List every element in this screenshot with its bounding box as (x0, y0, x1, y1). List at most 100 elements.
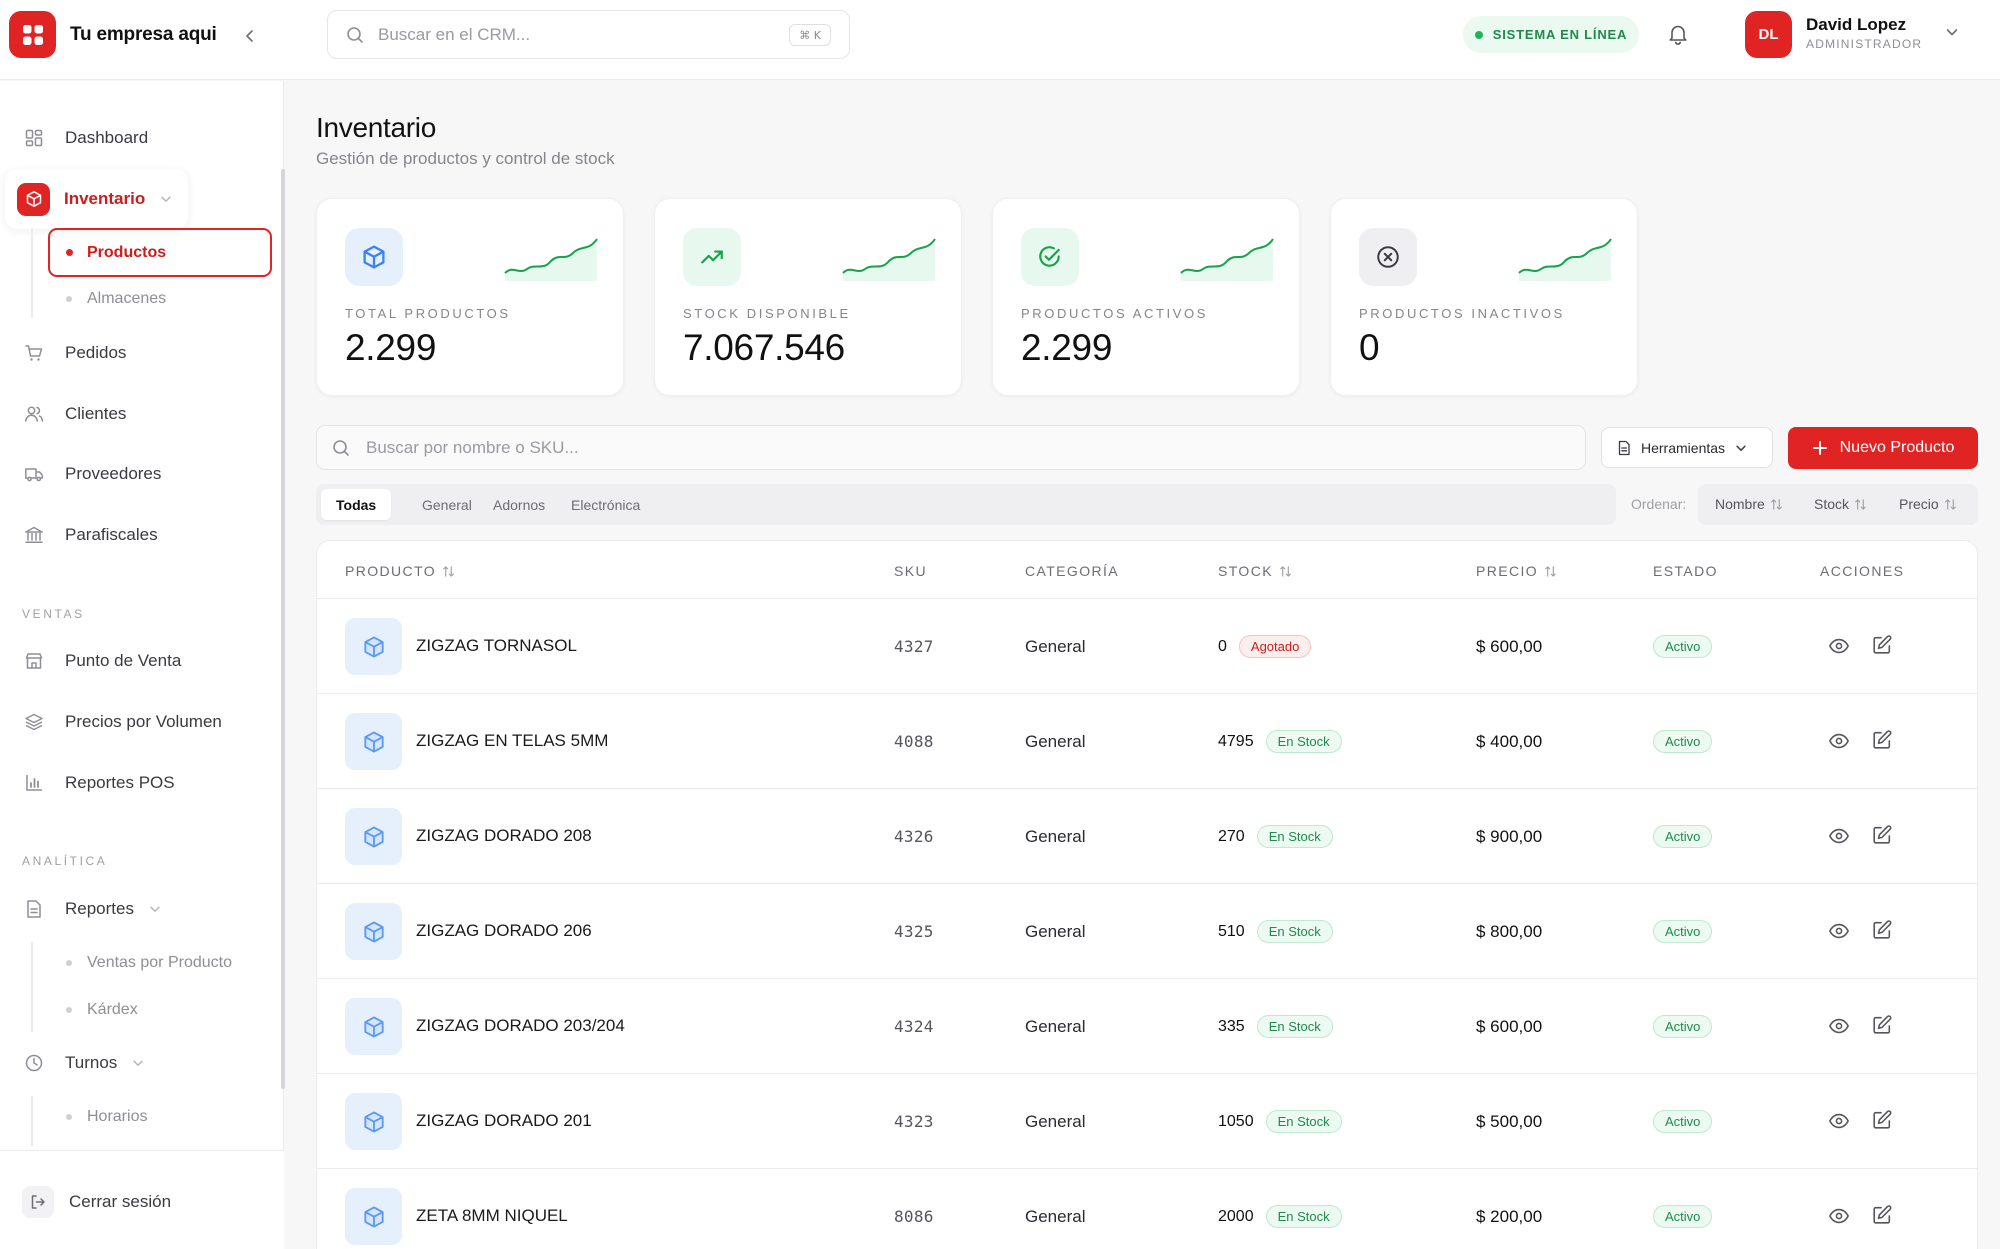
table-row[interactable]: ZETA 8MM NIQUEL 8086 General 2000 En Stock $ … (317, 1168, 1977, 1249)
sidebar-subitem-ventas-por-producto[interactable]: Ventas por Producto (66, 954, 232, 972)
edit-product-button[interactable] (1871, 1204, 1895, 1228)
view-product-button[interactable] (1828, 635, 1852, 659)
sidebar-item-parafiscales[interactable]: Parafiscales (16, 511, 158, 559)
system-status-badge: SISTEMA EN LÍNEA (1463, 16, 1639, 53)
table-row[interactable]: ZIGZAG DORADO 208 4326 General 270 En Stock $… (317, 788, 1977, 883)
filter-tab-todas[interactable]: Todas (321, 489, 392, 520)
tools-dropdown-button[interactable]: Herramientas (1601, 427, 1773, 468)
sidebar-scrollbar[interactable] (281, 169, 285, 1089)
sidebar-subitem-horarios[interactable]: Horarios (66, 1108, 147, 1126)
table-row[interactable]: ZIGZAG TORNASOL 4327 General 0 Agotado $ 600,… (317, 598, 1977, 693)
column-header-label: STOCK (1218, 563, 1273, 579)
bullet-icon (66, 1007, 72, 1013)
logout-icon (31, 1195, 45, 1209)
edit-icon (1873, 730, 1892, 749)
sort-arrows-icon (1770, 498, 1782, 510)
table-row[interactable]: ZIGZAG DORADO 206 4325 General 510 En Stock $… (317, 883, 1977, 978)
column-header-producto[interactable]: PRODUCTO (345, 563, 455, 579)
stat-label: PRODUCTOS ACTIVOS (1021, 306, 1208, 321)
product-name[interactable]: ZIGZAG DORADO 201 (416, 1111, 592, 1130)
edit-product-button[interactable] (1871, 1014, 1895, 1038)
sidebar-subitem-kardex[interactable]: Kárdex (66, 1001, 138, 1019)
sidebar-item-proveedores[interactable]: Proveedores (16, 450, 161, 498)
bullet-icon (66, 249, 73, 256)
sidebar-item-reportes-pos[interactable]: Reportes POS (16, 759, 175, 807)
table-row[interactable]: ZIGZAG EN TELAS 5MM 4088 General 4795 En Sto… (317, 693, 1977, 788)
notifications-button[interactable] (1664, 20, 1692, 48)
view-product-button[interactable] (1828, 1015, 1852, 1039)
sidebar-subitem-almacenes[interactable]: Almacenes (66, 290, 166, 308)
column-header-precio[interactable]: PRECIO (1476, 563, 1557, 579)
app-logo[interactable] (9, 11, 56, 58)
new-product-button[interactable]: Nuevo Producto (1788, 427, 1978, 469)
sort-by-precio[interactable]: Precio (1899, 496, 1957, 512)
edit-product-button[interactable] (1871, 824, 1895, 848)
stat-card-productos-activos: PRODUCTOS ACTIVOS 2.299 (992, 198, 1300, 396)
edit-product-button[interactable] (1871, 634, 1895, 658)
filter-tab-electronica[interactable]: Electrónica (571, 496, 641, 513)
filter-tab-general[interactable]: General (422, 496, 472, 513)
status-badge: Activo (1653, 730, 1713, 753)
stock-quantity: 0 (1218, 637, 1227, 655)
sidebar-item-clientes[interactable]: Clientes (16, 390, 126, 438)
column-header-label: PRECIO (1476, 563, 1539, 579)
sidebar-item-punto-de-venta[interactable]: Punto de Venta (16, 637, 181, 685)
status-badge: Activo (1653, 920, 1713, 943)
eye-icon (1829, 733, 1849, 749)
logout-button[interactable]: Cerrar sesión (22, 1186, 171, 1218)
global-search-input[interactable] (378, 24, 758, 45)
view-product-button[interactable] (1828, 730, 1852, 754)
sidebar-item-label: Proveedores (65, 464, 162, 483)
stat-label: PRODUCTOS INACTIVOS (1359, 306, 1565, 321)
edit-product-button[interactable] (1871, 729, 1895, 753)
product-name[interactable]: ZIGZAG TORNASOL (416, 636, 577, 655)
view-product-button[interactable] (1828, 1110, 1852, 1134)
sidebar-item-label: Reportes POS (65, 773, 175, 792)
edit-icon (1873, 1110, 1892, 1129)
status-badge: Activo (1653, 1110, 1713, 1133)
box-icon (363, 1110, 384, 1133)
product-name[interactable]: ZIGZAG EN TELAS 5MM (416, 731, 609, 750)
sidebar-item-pedidos[interactable]: Pedidos (16, 329, 126, 377)
file-text-icon (27, 900, 41, 918)
sort-option-label: Precio (1899, 496, 1939, 512)
product-search-input[interactable] (366, 437, 1466, 458)
sidebar-item-reportes[interactable]: Reportes (16, 885, 162, 933)
table-row[interactable]: ZIGZAG DORADO 203/204 4324 General 335 En St… (317, 978, 1977, 1073)
product-name[interactable]: ZIGZAG DORADO 208 (416, 826, 592, 845)
product-search[interactable] (316, 425, 1586, 470)
dashboard-icon (25, 129, 43, 147)
table-row[interactable]: ZIGZAG DORADO 201 4323 General 1050 En Stock… (317, 1073, 1977, 1168)
user-menu-toggle[interactable] (1944, 24, 1960, 45)
view-product-button[interactable] (1828, 825, 1852, 849)
section-label-ventas: VENTAS (22, 607, 85, 621)
sidebar-subitem-productos[interactable]: Productos (48, 228, 272, 277)
sort-by-stock[interactable]: Stock (1814, 496, 1867, 512)
sidebar-item-dashboard[interactable]: Dashboard (16, 114, 148, 162)
column-header-stock[interactable]: STOCK (1218, 563, 1292, 579)
chevron-down-icon (150, 906, 160, 912)
sidebar-item-turnos[interactable]: Turnos (16, 1039, 145, 1087)
product-stock: 510 En Stock (1218, 920, 1333, 943)
user-avatar[interactable]: DL (1745, 11, 1792, 58)
chevron-left-icon (246, 30, 253, 42)
submenu-line (31, 1096, 33, 1146)
sort-by-nombre[interactable]: Nombre (1715, 496, 1783, 512)
edit-product-button[interactable] (1871, 919, 1895, 943)
user-name[interactable]: David Lopez (1806, 15, 1907, 34)
collapse-sidebar-button[interactable] (236, 22, 264, 50)
product-name[interactable]: ZIGZAG DORADO 203/204 (416, 1016, 625, 1035)
global-search[interactable]: ⌘ K (327, 10, 850, 59)
view-product-button[interactable] (1828, 1205, 1852, 1229)
product-name[interactable]: ZIGZAG DORADO 206 (416, 921, 592, 940)
store-icon (25, 653, 43, 669)
cart-icon (25, 345, 43, 361)
product-name[interactable]: ZETA 8MM NIQUEL (416, 1206, 568, 1225)
edit-product-button[interactable] (1871, 1109, 1895, 1133)
filter-tab-adornos[interactable]: Adornos (493, 496, 546, 513)
sidebar-item-inventario[interactable]: Inventario (5, 169, 188, 229)
view-product-button[interactable] (1828, 920, 1852, 944)
sidebar-item-precios-por-volumen[interactable]: Precios por Volumen (16, 698, 222, 746)
column-header-label: PRODUCTO (345, 563, 437, 579)
user-role: ADMINISTRADOR (1806, 37, 1923, 51)
